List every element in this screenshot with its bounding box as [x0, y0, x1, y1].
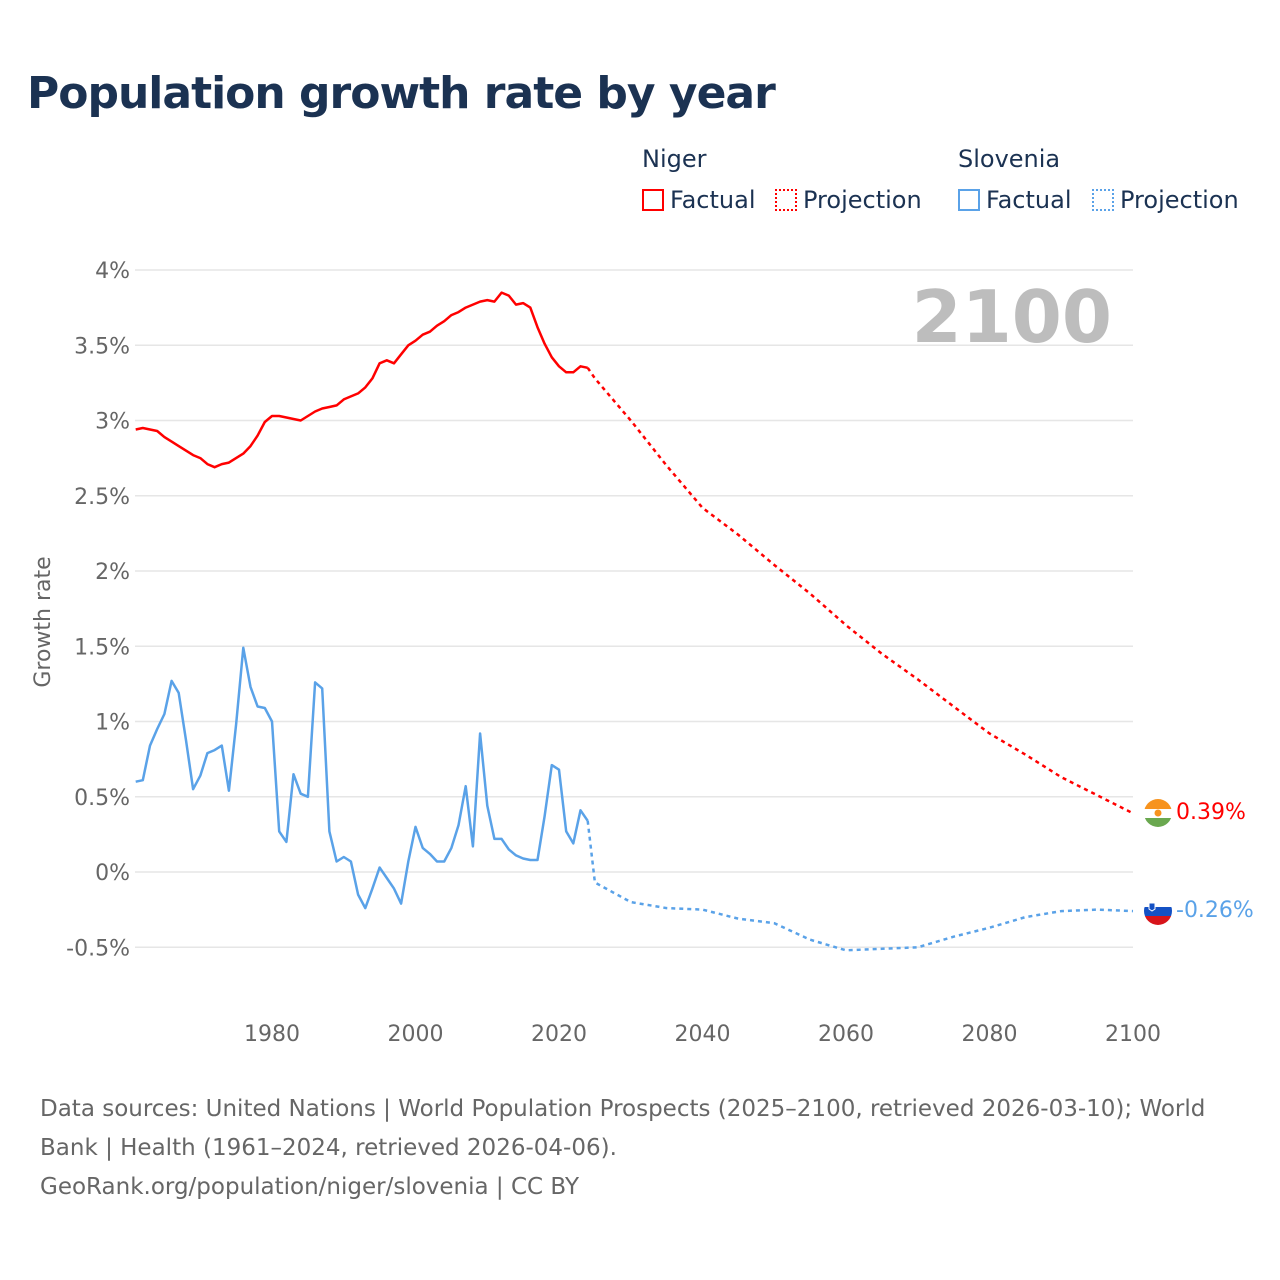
slovenia-flag-icon — [1144, 897, 1172, 925]
y-tick-label: 0.5% — [74, 786, 130, 811]
legend-label: Factual — [670, 186, 756, 214]
y-tick-label: 1% — [95, 711, 130, 736]
legend-slovenia-factual[interactable]: Factual — [958, 186, 1072, 214]
y-tick-label: 0% — [95, 861, 130, 886]
x-tick-label: 2000 — [388, 1022, 444, 1047]
x-tick-label: 2020 — [531, 1022, 587, 1047]
legend-niger-projection[interactable]: Projection — [775, 186, 922, 214]
x-tick-label: 1980 — [244, 1022, 300, 1047]
footer: Data sources: United Nations | World Pop… — [40, 1090, 1240, 1207]
x-tick-label: 2060 — [818, 1022, 874, 1047]
slovenia-end-label: -0.26% — [1176, 898, 1254, 923]
niger-end-label: 0.39% — [1176, 800, 1246, 825]
y-tick-label: 2.5% — [74, 485, 130, 510]
legend-slovenia-projection[interactable]: Projection — [1092, 186, 1239, 214]
legend-niger-factual[interactable]: Factual — [642, 186, 756, 214]
y-tick-label: -0.5% — [66, 936, 130, 961]
y-tick-label: 4% — [95, 259, 130, 284]
solid-swatch-icon — [642, 189, 664, 211]
niger-factual-line — [135, 291, 588, 469]
slovenia-factual-line — [135, 646, 589, 910]
data-sources: Data sources: United Nations | World Pop… — [40, 1096, 1206, 1161]
x-tick-label: 2100 — [1105, 1022, 1161, 1047]
slovenia-projection-line — [586, 820, 1134, 952]
x-tick-label: 2080 — [962, 1022, 1018, 1047]
niger-projection-line — [586, 367, 1134, 815]
y-tick-label: 2% — [95, 560, 130, 585]
dotted-swatch-icon — [775, 189, 797, 211]
solid-swatch-icon — [958, 189, 980, 211]
legend-group-niger: Niger — [642, 145, 707, 173]
y-axis-label: Growth rate — [31, 556, 56, 687]
line-chart: -0.5% 0% 0.5% 1% 1.5% 2% 2.5% 3% 3.5% 4% 1980 2000 2… — [31, 259, 1254, 1047]
legend-label: Projection — [1120, 186, 1239, 214]
chart-title: Population growth rate by year — [27, 68, 776, 119]
dotted-swatch-icon — [1092, 189, 1114, 211]
legend-group-slovenia: Slovenia — [958, 145, 1061, 173]
legend-label: Factual — [986, 186, 1072, 214]
y-tick-label: 3.5% — [74, 334, 130, 359]
year-watermark: 2100 — [912, 275, 1112, 359]
x-tick-label: 2040 — [675, 1022, 731, 1047]
legend-label: Projection — [803, 186, 922, 214]
attribution: GeoRank.org/population/niger/slovenia | … — [40, 1174, 579, 1200]
niger-flag-icon — [1144, 799, 1172, 827]
y-tick-label: 1.5% — [74, 635, 130, 660]
y-tick-label: 3% — [95, 410, 130, 435]
